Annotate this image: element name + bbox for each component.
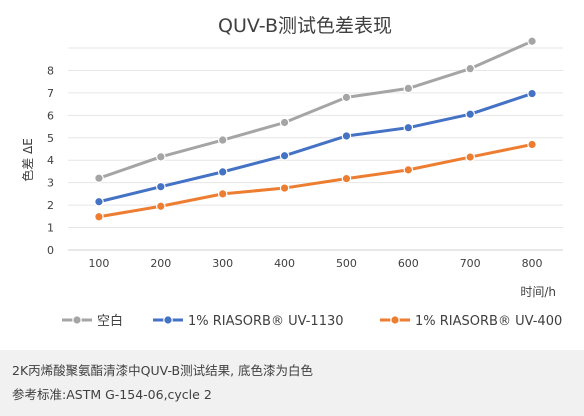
x-tick-label: 700 [460, 257, 481, 270]
data-point [527, 36, 537, 47]
x-tick-label: 800 [522, 257, 543, 270]
y-tick-label: 2 [47, 199, 54, 212]
data-point [217, 135, 228, 145]
caption-reference-standard: 参考标准:ASTM G-154-06,cycle 2 [12, 387, 212, 402]
legend-item: 1% RIASORB® UV-400 [380, 314, 562, 329]
series-lines [94, 36, 537, 222]
data-point [341, 173, 352, 184]
caption-box: 2K丙烯酸聚氨酯清漆中QUV-B测试结果, 底色漆为白色 参考标准:ASTM G… [0, 350, 584, 416]
x-tick-label: 500 [336, 257, 357, 270]
x-axis-ticks: 100 200 300 400 500 600 700 800 [88, 257, 542, 270]
data-point [156, 201, 166, 212]
y-axis-title: 色差 ΔE [21, 138, 35, 182]
y-tick-label: 6 [47, 109, 54, 122]
data-point [156, 181, 166, 192]
data-point [403, 122, 414, 133]
y-axis-ticks: 0 1 2 3 4 5 6 7 8 [47, 64, 54, 257]
y-tick-label: 4 [47, 154, 54, 167]
y-tick-label: 5 [47, 132, 54, 145]
data-point [217, 189, 228, 199]
y-tick-label: 0 [47, 244, 54, 257]
legend-marker [72, 315, 82, 325]
legend-marker [390, 315, 400, 325]
x-axis-title: 时间/h [520, 285, 556, 299]
line-chart: QUV-B测试色差表现 0 1 2 3 4 5 6 7 8 100 200 300 400 500 600… [21, 15, 563, 329]
chart-title: QUV-B测试色差表现 [218, 15, 392, 37]
data-point [94, 173, 104, 183]
legend-item: 1% RIASORB® UV-1130 [153, 314, 344, 329]
data-point [279, 150, 290, 161]
x-tick-label: 200 [150, 257, 171, 270]
series-line [97, 143, 534, 219]
x-tick-label: 600 [398, 257, 419, 270]
y-tick-label: 8 [47, 64, 54, 77]
chart-area: QUV-B测试色差表现 0 1 2 3 4 5 6 7 8 100 200 300 400 500 600… [21, 15, 563, 329]
legend: 空白 1% RIASORB® UV-1130 1% RIASORB® UV-400 [62, 313, 562, 329]
caption-test-description: 2K丙烯酸聚氨酯清漆中QUV-B测试结果, 底色漆为白色 [12, 363, 314, 378]
data-point [341, 131, 352, 141]
data-point [217, 167, 228, 177]
data-point [279, 117, 290, 128]
legend-label: 空白 [97, 313, 123, 329]
data-point [465, 63, 475, 74]
series-2 [94, 88, 537, 207]
data-point [527, 139, 537, 150]
series-line [97, 39, 534, 180]
series-1 [94, 36, 537, 183]
y-tick-label: 1 [47, 222, 54, 235]
x-tick-label: 100 [88, 257, 109, 270]
legend-label: 1% RIASORB® UV-400 [415, 314, 562, 329]
data-point [94, 211, 104, 222]
data-point [279, 183, 290, 193]
data-point [465, 152, 475, 162]
series-3 [94, 139, 537, 222]
series-line [97, 92, 534, 204]
gridlines [68, 47, 563, 251]
data-point [403, 165, 414, 175]
data-point [465, 109, 475, 120]
x-tick-label: 400 [274, 257, 295, 270]
legend-marker [163, 315, 173, 325]
data-point [94, 196, 104, 207]
legend-label: 1% RIASORB® UV-1130 [188, 314, 344, 329]
y-tick-label: 3 [47, 177, 54, 190]
x-tick-label: 300 [212, 257, 233, 270]
data-point [527, 88, 537, 99]
legend-item: 空白 [62, 313, 123, 329]
data-point [341, 92, 352, 103]
data-point [156, 152, 166, 162]
y-tick-label: 7 [47, 87, 54, 100]
data-point [403, 83, 414, 94]
